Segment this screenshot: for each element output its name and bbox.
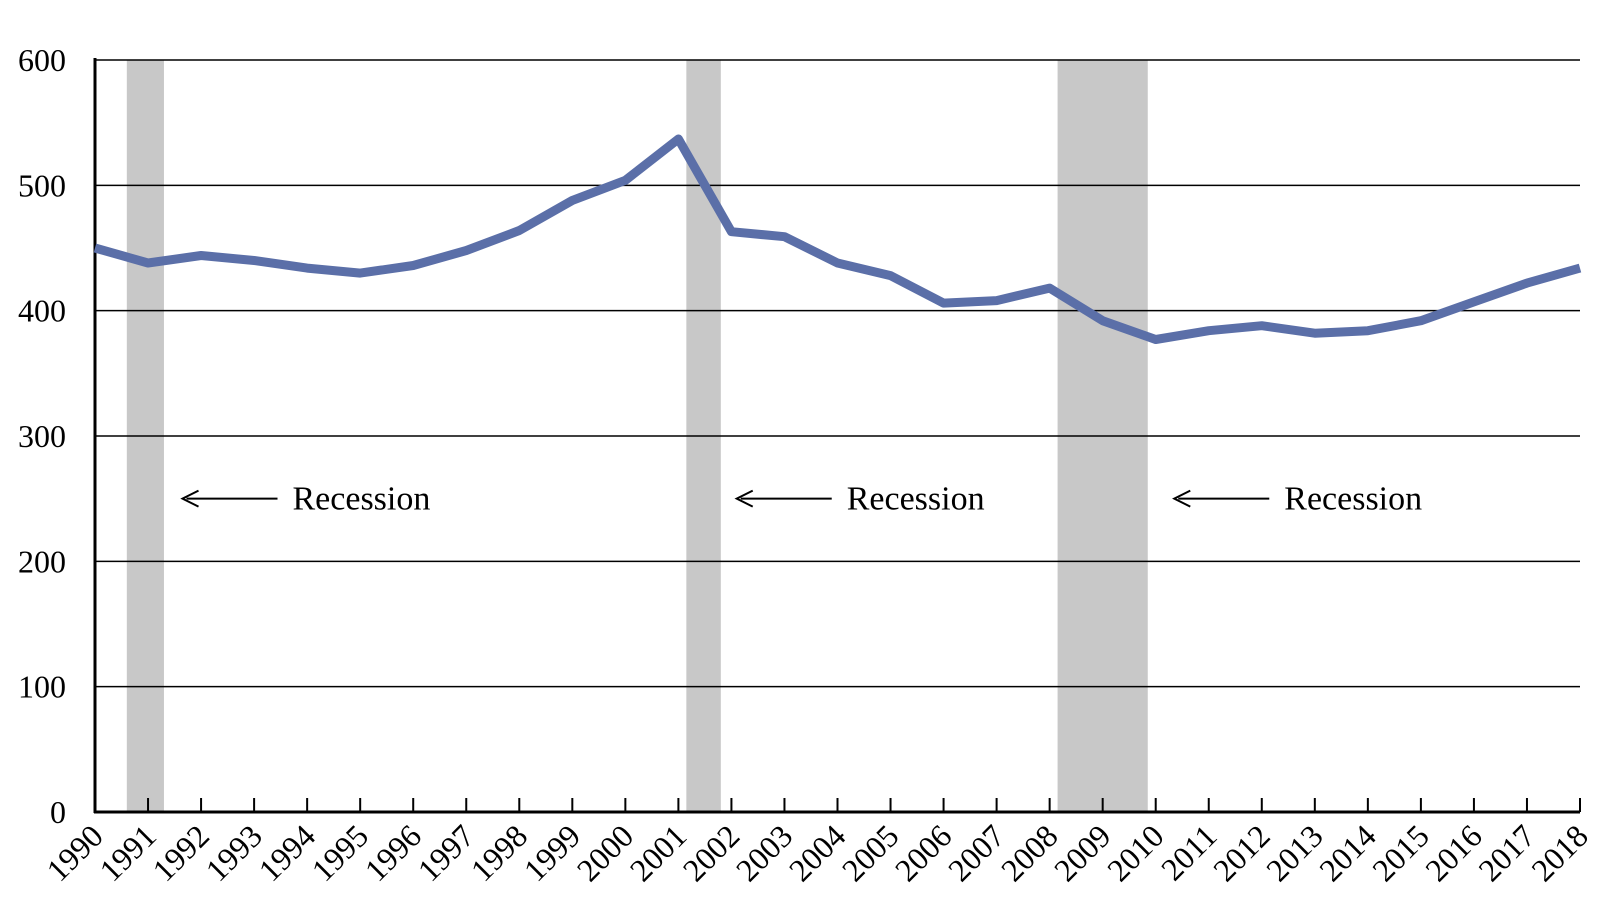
y-tick-label: 300 [18, 418, 66, 454]
x-tick-label: 2009 [1047, 817, 1118, 888]
x-tick-label: 2008 [994, 817, 1065, 888]
x-tick-label: 1998 [464, 817, 535, 888]
recession-annotations: Recession Recession Recession [180, 481, 1422, 518]
annotation-arrow-head [1172, 489, 1191, 508]
x-axis-ticks [94, 798, 1581, 812]
recession-annotation: Recession [1172, 481, 1422, 518]
annotation-label: Recession [847, 481, 985, 518]
x-tick-label: 2013 [1259, 817, 1330, 888]
x-tick-label: 2003 [729, 817, 800, 888]
x-tick-label: 1994 [251, 817, 322, 888]
y-tick-label: 0 [50, 794, 66, 830]
x-tick-label: 2006 [888, 817, 959, 888]
annotation-label: Recession [293, 481, 431, 518]
y-tick-label: 200 [18, 543, 66, 579]
x-tick-label: 1996 [357, 817, 428, 888]
annotation-arrow-head [734, 489, 754, 508]
recession-annotation: Recession [180, 481, 431, 518]
y-axis-tick-labels: 0 100 200 300 400 500 600 [18, 42, 66, 830]
x-tick-label: 1997 [410, 817, 481, 888]
y-tick-label: 100 [18, 669, 66, 705]
recession-annotation: Recession [734, 481, 985, 518]
x-tick-label: 2000 [570, 817, 641, 888]
x-tick-label: 2002 [676, 817, 747, 888]
x-tick-label: 1991 [92, 817, 163, 888]
x-tick-label: 2015 [1365, 817, 1436, 888]
x-axis-tick-labels: 1990199119921993199419951996199719981999… [39, 817, 1595, 888]
x-tick-label: 2001 [623, 817, 694, 888]
x-tick-label: 1993 [198, 817, 269, 888]
x-tick-label: 2005 [835, 817, 906, 888]
x-tick-label: 2018 [1524, 817, 1595, 888]
x-tick-label: 2007 [941, 817, 1012, 888]
series [93, 134, 1582, 344]
x-tick-label: 2017 [1471, 817, 1542, 888]
y-tick-label: 600 [18, 42, 66, 78]
y-tick-label: 400 [18, 293, 66, 329]
x-tick-label: 2014 [1312, 817, 1383, 888]
x-tick-label: 2011 [1154, 817, 1224, 887]
x-tick-label: 1992 [145, 817, 216, 888]
series-line [93, 134, 1582, 344]
x-tick-label: 2016 [1418, 817, 1489, 888]
x-tick-label: 1999 [517, 817, 588, 888]
x-tick-label: 2004 [782, 817, 853, 888]
y-tick-label: 500 [18, 167, 66, 203]
annotation-arrow-head [180, 489, 199, 508]
x-tick-label: 1995 [304, 817, 375, 888]
gridlines [95, 59, 1580, 688]
x-tick-label: 2010 [1100, 817, 1171, 888]
annotation-label: Recession [1284, 481, 1422, 518]
x-tick-label: 2012 [1206, 817, 1277, 888]
